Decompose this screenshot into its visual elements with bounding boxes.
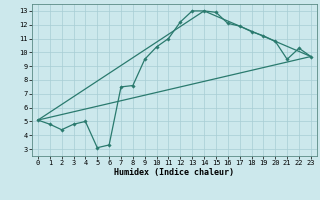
X-axis label: Humidex (Indice chaleur): Humidex (Indice chaleur) <box>115 168 234 177</box>
